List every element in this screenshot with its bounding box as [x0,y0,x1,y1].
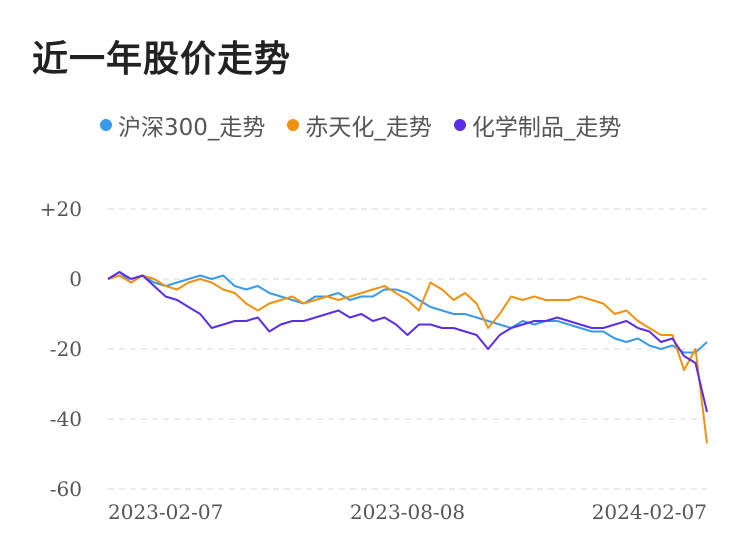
y-tick-label: -40 [50,407,82,431]
legend-item-hs300[interactable]: 沪深300_走势 [100,108,265,142]
series-line-2 [107,271,708,413]
x-tick-label: 2024-02-07 [592,500,707,524]
x-tick-label: 2023-08-08 [350,500,465,524]
legend-dot-hs300 [100,119,112,131]
legend-dot-chemicals [453,119,466,131]
legend-label-hs300: 沪深300_走势 [118,115,266,141]
legend-item-chemicals[interactable]: 化学制品_走势 [453,108,622,142]
legend: 沪深300_走势 赤天化_走势 化学制品_走势 [100,108,643,142]
x-tick-label: 2023-02-07 [108,500,223,524]
legend-label-chitianhua: 赤天化_走势 [305,115,432,141]
y-tick-label: +20 [40,197,82,221]
y-tick-label: 0 [69,267,82,291]
page-title: 近一年股价走势 [32,39,292,80]
y-tick-label: -20 [50,337,82,361]
legend-dot-chitianhua [287,119,300,131]
y-tick-label: -60 [50,477,82,501]
series-line-1 [107,274,708,444]
legend-label-chemicals: 化学制品_走势 [471,115,622,141]
series-line-0 [107,271,708,354]
legend-item-chitianhua[interactable]: 赤天化_走势 [287,108,432,142]
